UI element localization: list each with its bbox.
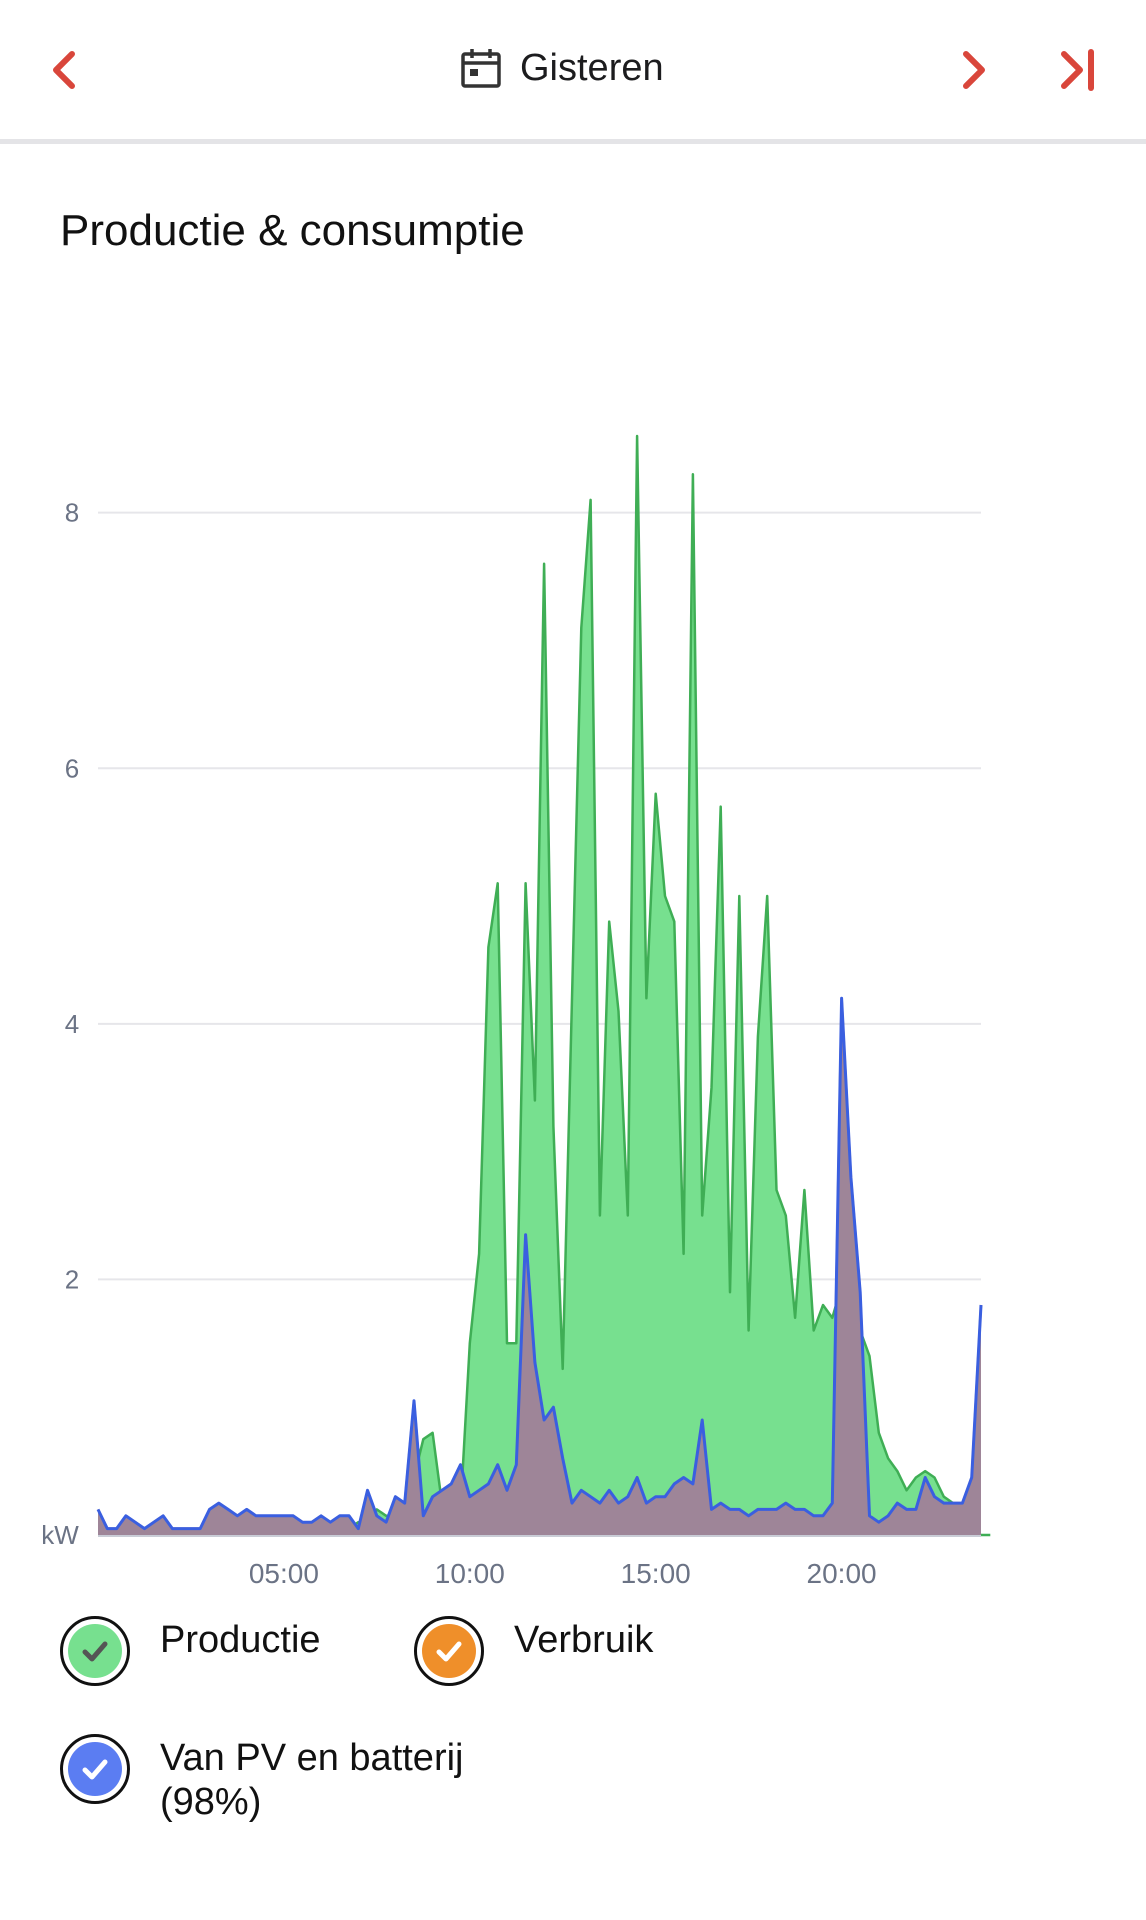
production-consumption-chart: 2 4 6 8 kW 05:00 10:00 15:00 20:00 <box>41 434 991 1589</box>
chart-areas <box>96 434 991 1537</box>
y-tick-label: 4 <box>65 1009 79 1039</box>
chart-axes: 2 4 6 8 kW 05:00 10:00 15:00 20:00 <box>41 498 981 1589</box>
calendar-icon <box>461 49 501 88</box>
chevron-right-icon <box>963 51 985 89</box>
chart-legend: Productie Verbruik Van PV en batterij (9… <box>0 1600 1146 1860</box>
legend-checkbox[interactable] <box>60 1734 130 1804</box>
series-line-van-pv-en-batterij <box>96 996 983 1531</box>
jump-to-today-button[interactable] <box>1048 40 1108 100</box>
y-tick-label: 8 <box>65 498 79 528</box>
legend-item-van-pv-en-batterij[interactable]: Van PV en batterij (98%) <box>60 1734 463 1824</box>
legend-label-share: (98%) <box>160 1781 262 1823</box>
date-label: Gisteren <box>520 46 664 89</box>
x-tick-label: 05:00 <box>249 1558 319 1589</box>
previous-day-button[interactable] <box>34 40 94 100</box>
legend-item-verbruik[interactable]: Verbruik <box>414 1616 653 1686</box>
y-tick-label: 6 <box>65 753 79 783</box>
x-tick-label: 15:00 <box>621 1558 691 1589</box>
next-day-button[interactable] <box>944 40 1004 100</box>
checkmark-icon <box>68 1742 122 1796</box>
legend-label: Verbruik <box>514 1619 654 1661</box>
legend-item-productie[interactable]: Productie <box>60 1616 321 1686</box>
legend-label-multiline: Van PV en batterij (98%) <box>160 1734 463 1824</box>
chevron-left-icon <box>53 51 75 89</box>
y-tick-label: 2 <box>65 1264 79 1294</box>
legend-label: Van PV en batterij <box>160 1737 464 1779</box>
y-axis-unit-label: kW <box>41 1520 79 1550</box>
date-navigation-bar: Gisteren <box>0 0 1146 144</box>
area-fill-productie <box>98 436 991 1535</box>
area-fill-van-pv-en-batterij <box>98 998 981 1535</box>
legend-label: Productie <box>160 1619 321 1661</box>
card-title: Productie & consumptie <box>60 206 525 255</box>
checkmark-icon <box>68 1624 122 1678</box>
x-tick-label: 20:00 <box>807 1558 877 1589</box>
legend-checkbox[interactable] <box>60 1616 130 1686</box>
date-picker[interactable]: Gisteren <box>460 38 664 98</box>
skip-to-end-icon <box>1061 49 1094 91</box>
legend-checkbox[interactable] <box>414 1616 484 1686</box>
x-tick-label: 10:00 <box>435 1558 505 1589</box>
checkmark-icon <box>422 1624 476 1678</box>
